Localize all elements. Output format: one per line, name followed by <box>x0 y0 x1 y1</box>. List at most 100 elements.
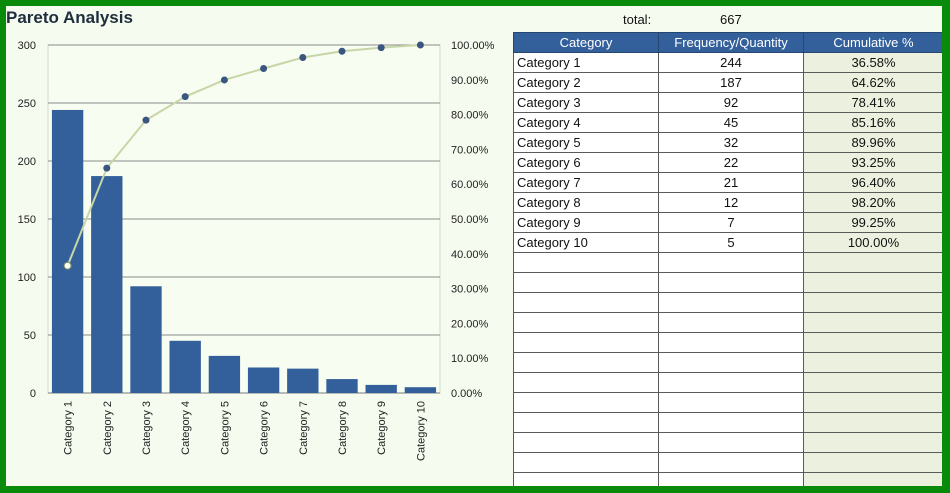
empty-cell[interactable] <box>658 252 804 273</box>
empty-cell[interactable] <box>658 392 804 413</box>
cell-frequency[interactable]: 244 <box>658 52 804 73</box>
cell-cumulative[interactable]: 99.25% <box>803 212 942 233</box>
cell-frequency[interactable]: 12 <box>658 192 804 213</box>
empty-cell[interactable] <box>513 412 659 433</box>
empty-cell[interactable] <box>513 392 659 413</box>
empty-cell[interactable] <box>513 372 659 393</box>
empty-cell[interactable] <box>803 452 942 473</box>
table-row[interactable]: Category 9 7 99.25% <box>513 212 942 233</box>
table-row[interactable]: Category 10 5 100.00% <box>513 232 942 253</box>
cell-frequency[interactable]: 45 <box>658 112 804 133</box>
cell-category[interactable]: Category 2 <box>513 72 659 93</box>
table-row-empty[interactable] <box>513 292 942 313</box>
empty-cell[interactable] <box>803 272 942 293</box>
empty-cell[interactable] <box>658 332 804 353</box>
empty-cell[interactable] <box>513 452 659 473</box>
empty-cell[interactable] <box>803 332 942 353</box>
empty-cell[interactable] <box>803 292 942 313</box>
table-row[interactable]: Category 7 21 96.40% <box>513 172 942 193</box>
empty-cell[interactable] <box>513 432 659 453</box>
cell-cumulative[interactable]: 93.25% <box>803 152 942 173</box>
column-header-cumulative[interactable]: Cumulative % <box>803 32 942 53</box>
empty-cell[interactable] <box>658 312 804 333</box>
table-row-empty[interactable] <box>513 372 942 393</box>
cell-frequency[interactable]: 32 <box>658 132 804 153</box>
table-row-empty[interactable] <box>513 272 942 293</box>
column-header-frequency[interactable]: Frequency/Quantity <box>658 32 804 53</box>
empty-cell[interactable] <box>513 332 659 353</box>
y-tick-label: 300 <box>18 40 36 52</box>
empty-cell[interactable] <box>513 472 659 486</box>
cell-category[interactable]: Category 5 <box>513 132 659 153</box>
empty-cell[interactable] <box>658 372 804 393</box>
cell-frequency[interactable]: 92 <box>658 92 804 113</box>
cell-cumulative[interactable]: 89.96% <box>803 132 942 153</box>
table-row[interactable]: Category 6 22 93.25% <box>513 152 942 173</box>
empty-cell[interactable] <box>658 352 804 373</box>
cell-frequency[interactable]: 187 <box>658 72 804 93</box>
cell-cumulative[interactable]: 78.41% <box>803 92 942 113</box>
table-row[interactable]: Category 2 187 64.62% <box>513 72 942 93</box>
y2-tick-label: 0.00% <box>451 388 482 400</box>
cell-cumulative[interactable]: 98.20% <box>803 192 942 213</box>
table-row-empty[interactable] <box>513 432 942 453</box>
cell-category[interactable]: Category 1 <box>513 52 659 73</box>
empty-cell[interactable] <box>803 412 942 433</box>
empty-cell[interactable] <box>803 372 942 393</box>
empty-cell[interactable] <box>513 312 659 333</box>
cell-category[interactable]: Category 9 <box>513 212 659 233</box>
x-tick-label: Category 10 <box>415 401 427 461</box>
y-tick-label: 200 <box>18 156 36 168</box>
table-row[interactable]: Category 5 32 89.96% <box>513 132 942 153</box>
cell-frequency[interactable]: 22 <box>658 152 804 173</box>
cell-cumulative[interactable]: 36.58% <box>803 52 942 73</box>
x-tick-label: Category 4 <box>180 401 192 455</box>
empty-cell[interactable] <box>658 472 804 486</box>
empty-cell[interactable] <box>803 312 942 333</box>
cell-cumulative[interactable]: 64.62% <box>803 72 942 93</box>
table-row-empty[interactable] <box>513 392 942 413</box>
cell-category[interactable]: Category 4 <box>513 112 659 133</box>
empty-cell[interactable] <box>803 472 942 486</box>
table-row[interactable]: Category 4 45 85.16% <box>513 112 942 133</box>
cell-cumulative[interactable]: 85.16% <box>803 112 942 133</box>
table-row[interactable]: Category 8 12 98.20% <box>513 192 942 213</box>
table-row-empty[interactable] <box>513 332 942 353</box>
table-row-empty[interactable] <box>513 352 942 373</box>
table-row-empty[interactable] <box>513 252 942 273</box>
table-row[interactable]: Category 1 244 36.58% <box>513 52 942 73</box>
empty-cell[interactable] <box>658 452 804 473</box>
empty-cell[interactable] <box>658 272 804 293</box>
cell-category[interactable]: Category 7 <box>513 172 659 193</box>
cell-category[interactable]: Category 10 <box>513 232 659 253</box>
empty-cell[interactable] <box>658 432 804 453</box>
empty-cell[interactable] <box>658 292 804 313</box>
cell-category[interactable]: Category 6 <box>513 152 659 173</box>
table-row[interactable]: Category 3 92 78.41% <box>513 92 942 113</box>
cell-cumulative[interactable]: 96.40% <box>803 172 942 193</box>
cell-frequency[interactable]: 5 <box>658 232 804 253</box>
column-header-category[interactable]: Category <box>513 32 659 53</box>
x-tick-label: Category 9 <box>376 401 388 455</box>
cell-frequency[interactable]: 7 <box>658 212 804 233</box>
cell-category[interactable]: Category 8 <box>513 192 659 213</box>
cell-category[interactable]: Category 3 <box>513 92 659 113</box>
table-row-empty[interactable] <box>513 412 942 433</box>
empty-cell[interactable] <box>803 392 942 413</box>
empty-cell[interactable] <box>513 252 659 273</box>
empty-cell[interactable] <box>513 272 659 293</box>
empty-cell[interactable] <box>658 412 804 433</box>
cell-frequency[interactable]: 21 <box>658 172 804 193</box>
table-row-empty[interactable] <box>513 472 942 486</box>
table-row-empty[interactable] <box>513 312 942 333</box>
empty-cell[interactable] <box>513 292 659 313</box>
line-point <box>338 47 346 55</box>
empty-cell[interactable] <box>803 352 942 373</box>
empty-cell[interactable] <box>803 432 942 453</box>
cell-cumulative[interactable]: 100.00% <box>803 232 942 253</box>
bar <box>365 384 397 393</box>
empty-cell[interactable] <box>803 252 942 273</box>
bar <box>404 387 437 393</box>
empty-cell[interactable] <box>513 352 659 373</box>
table-row-empty[interactable] <box>513 452 942 473</box>
